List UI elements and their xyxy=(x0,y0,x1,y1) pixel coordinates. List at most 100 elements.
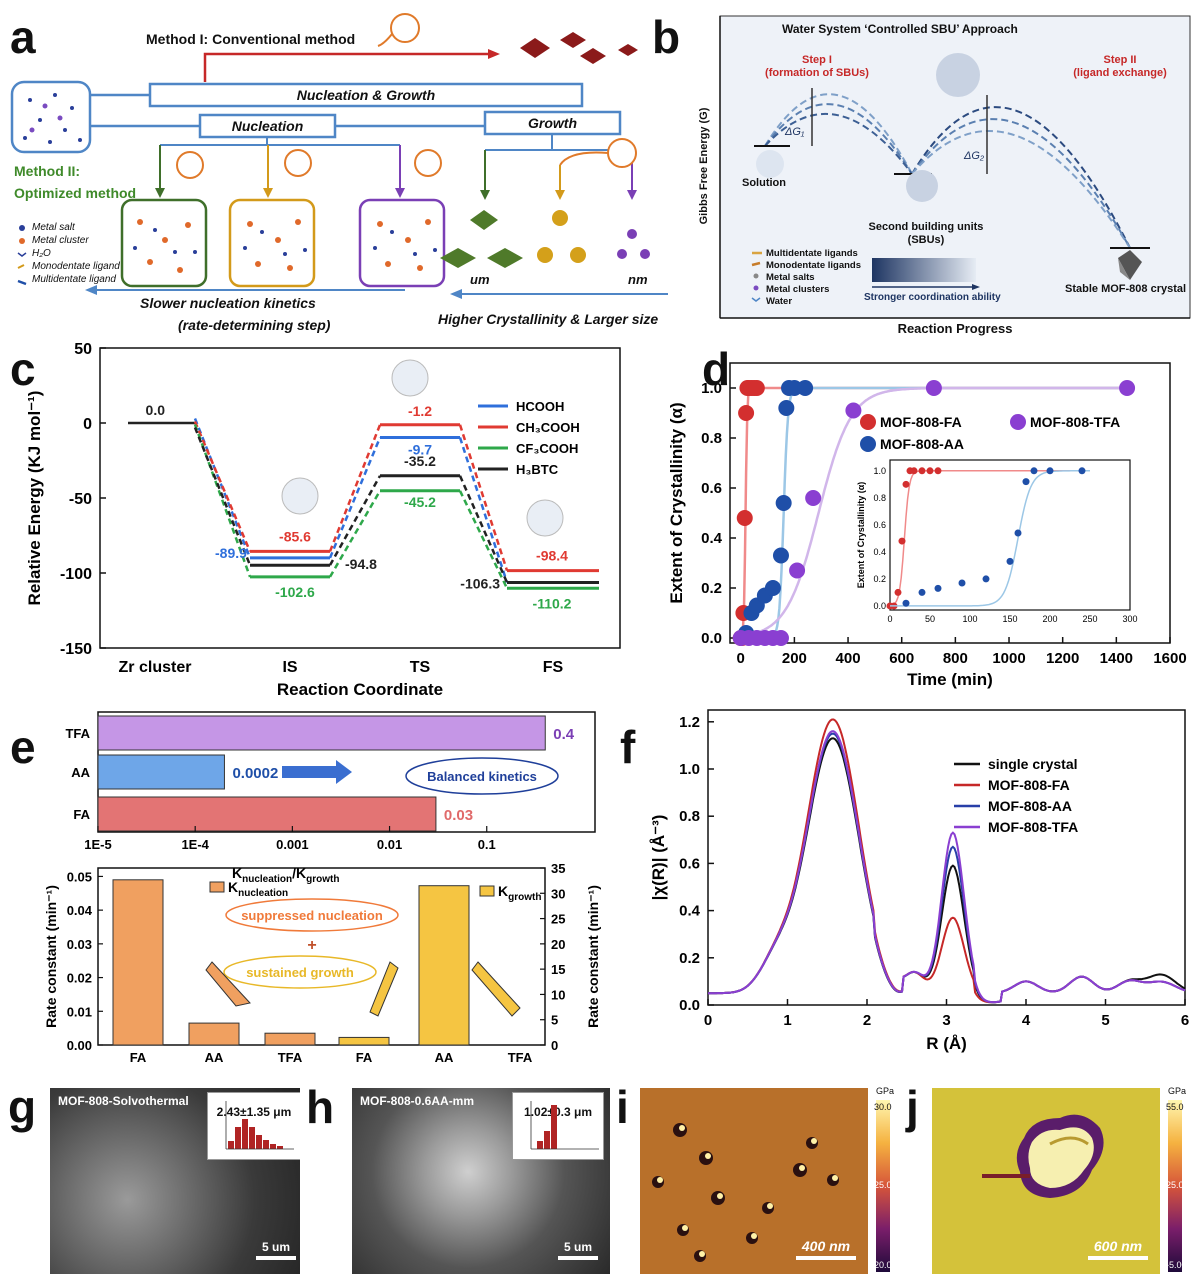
data-point xyxy=(748,380,765,396)
energy-connector xyxy=(328,475,382,566)
legend-nuc-sub: nucleation xyxy=(238,888,288,899)
y-tick-label: 0.8 xyxy=(679,808,700,825)
panel-i-letter: i xyxy=(616,1081,629,1133)
rate-bar xyxy=(418,885,470,1046)
y-right-tick-label: 10 xyxy=(551,987,565,1002)
method1-label: Method I: Conventional method xyxy=(146,31,356,47)
scale-bar: 5 um xyxy=(256,1240,296,1260)
panel-g-letter: g xyxy=(8,1081,37,1133)
inset-data-point xyxy=(902,480,910,488)
sem-label: MOF-808-0.6AA-mm xyxy=(360,1094,475,1108)
sustained-growth-label: sustained growth xyxy=(246,965,354,980)
bar-category-label: TFA xyxy=(508,1050,533,1065)
ratio-sub1: nucleation xyxy=(242,874,292,885)
inset-data-point xyxy=(1030,467,1038,475)
inset-data-point xyxy=(918,588,926,596)
energy-value-label: -98.4 xyxy=(536,548,568,564)
suppressed-nucleation-cloud xyxy=(225,898,399,932)
energy-value-label: -102.6 xyxy=(275,584,315,600)
inset-y-axis-label: Extent of Crystallinity (α) xyxy=(856,482,866,589)
panel-f: f 0 1 2 3 4 5 6 0.0 0.2 0.4 0.6 0.8 1.0 1.2 R (Å) |χ(R)… xyxy=(620,700,1200,1075)
x-axis-label: Reaction Coordinate xyxy=(277,680,443,699)
y-tick-label: 0 xyxy=(83,416,92,433)
crystallinity-chart: 0 200 400 600 800 1000 1200 1400 16000.00.20.40.… xyxy=(667,362,1187,689)
x-tick-label: 800 xyxy=(943,650,968,667)
histogram-bars xyxy=(225,1101,294,1150)
log-bar xyxy=(97,715,546,751)
sem-image-solvothermal: MOF-808-Solvothermal 2.43±1.35 μm 5 um xyxy=(50,1088,300,1274)
rds-label: (rate-determining step) xyxy=(178,317,331,333)
colorbar-mid: 25.0 xyxy=(874,1180,892,1190)
legend-nuc-k: K xyxy=(228,879,238,895)
sem-image-aa: MOF-808-0.6AA-mm 1.02±0.3 μm 5 um xyxy=(352,1088,610,1274)
panel-j-letter: j xyxy=(906,1081,919,1133)
scale-bar: 600 nm xyxy=(1088,1238,1148,1260)
y-left-tick-label: 0.05 xyxy=(67,869,92,884)
inset-x-tick-label: 150 xyxy=(1002,614,1017,624)
y-tick-label: 0.6 xyxy=(679,855,700,872)
inset-y-tick-label: 1.0 xyxy=(873,466,886,476)
energy-connector xyxy=(193,421,252,552)
legend-label: MOF-808-AA xyxy=(880,436,964,452)
inset-data-point xyxy=(958,579,966,587)
ratio-sub2: growth xyxy=(306,874,339,885)
inset-y-tick-label: 0.8 xyxy=(873,493,886,503)
data-point xyxy=(772,547,789,564)
colorbar-bottom: 20.0 xyxy=(874,1260,892,1270)
exafs-series-line xyxy=(708,732,1186,1004)
y-right-tick-label: 20 xyxy=(551,937,565,952)
growth-arrow-right xyxy=(471,961,521,1017)
legend-label: MOF-808-AA xyxy=(988,798,1072,814)
y-tick-label: 0.2 xyxy=(701,580,722,597)
panel-b-xlabel: Reaction Progress xyxy=(897,321,1013,336)
y-tick-label: 0.8 xyxy=(701,430,722,447)
inset-x-tick-label: 50 xyxy=(925,614,935,624)
y-left-tick-label: 0.03 xyxy=(67,937,92,952)
inset-data-point xyxy=(1014,529,1022,537)
y-tick-label: 1.0 xyxy=(679,761,700,778)
inset-x-tick-label: 200 xyxy=(1042,614,1057,624)
x-tick-label: 0 xyxy=(704,1012,712,1029)
legend-swatch-nucleation xyxy=(209,881,225,893)
x-tick-label: 5 xyxy=(1101,1012,1109,1029)
energy-connector xyxy=(458,437,509,583)
legend-label: single crystal xyxy=(988,756,1078,772)
panel-h-letter: h xyxy=(306,1081,335,1133)
growth-up-arrow xyxy=(369,961,399,1017)
panel-b: b xyxy=(650,0,1200,345)
data-point xyxy=(772,630,789,646)
size-value: 2.43±1.35 μm xyxy=(216,1105,292,1119)
colorbar-top: 30.0 xyxy=(874,1102,892,1112)
x-tick-label: 0.01 xyxy=(377,837,402,852)
y-axis-label: |χ(R)| (Å⁻³) xyxy=(649,815,668,901)
bar-category-label: AA xyxy=(435,1050,454,1065)
panel-a-legend: Metal salt Metal cluster H₂O Monodentate… xyxy=(32,222,120,285)
y-tick-label: 1.0 xyxy=(701,380,722,397)
legend-growth-sub: growth xyxy=(508,892,541,903)
bar-category-label: AA xyxy=(205,1050,224,1065)
y-right-axis-label: Rate constant (min⁻¹) xyxy=(585,885,601,1028)
colorbar-bottom: -5.00 xyxy=(1166,1260,1187,1270)
nm-label: nm xyxy=(628,272,648,287)
panel-a-letter: a xyxy=(10,11,36,63)
dg1-label: ΔG₁ xyxy=(785,126,805,138)
energy-value-label: -9.7 xyxy=(408,442,432,458)
data-point xyxy=(738,405,755,421)
inset-y-tick-label: 0.0 xyxy=(873,601,886,611)
bar-category-label: TFA xyxy=(65,726,90,741)
energy-connector xyxy=(328,490,382,578)
panel-b-title: Water System ‘Controlled SBU’ Approach xyxy=(782,22,1018,36)
colorbar-j xyxy=(1168,1100,1182,1272)
plus-sign: + xyxy=(307,937,316,954)
y-left-axis-label: Rate constant (min⁻¹) xyxy=(43,885,59,1028)
y-tick-label: -50 xyxy=(69,491,92,508)
energy-connector xyxy=(193,424,252,578)
um-label: um xyxy=(470,272,490,287)
solution-label: Solution xyxy=(742,177,786,189)
balanced-kinetics-cloud xyxy=(405,757,559,795)
bar-category-label: FA xyxy=(73,807,90,822)
rate-bar xyxy=(112,879,164,1046)
bar-value-label: 0.4 xyxy=(553,726,575,743)
energy-connector xyxy=(193,427,252,566)
afm-particles xyxy=(652,1123,839,1262)
